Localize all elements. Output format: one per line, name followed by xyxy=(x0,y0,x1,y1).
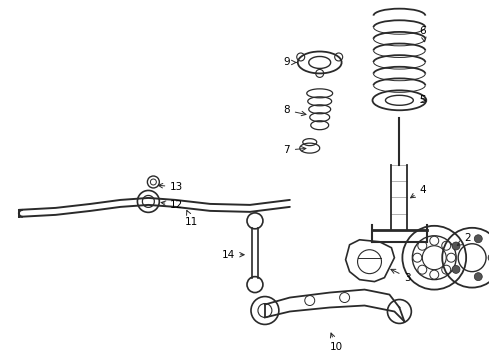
Circle shape xyxy=(452,265,460,273)
Text: 13: 13 xyxy=(158,182,184,192)
Circle shape xyxy=(430,236,439,245)
Text: 5: 5 xyxy=(419,95,426,105)
Circle shape xyxy=(488,254,490,262)
Circle shape xyxy=(442,265,451,274)
Text: 1: 1 xyxy=(0,359,1,360)
Text: 7: 7 xyxy=(283,145,306,155)
Circle shape xyxy=(442,241,451,250)
Text: 8: 8 xyxy=(283,105,306,116)
Text: 10: 10 xyxy=(330,333,343,352)
Text: 3: 3 xyxy=(391,269,411,283)
Text: 11: 11 xyxy=(185,211,198,227)
Text: 4: 4 xyxy=(411,185,426,198)
Circle shape xyxy=(418,241,427,250)
Circle shape xyxy=(430,270,439,279)
Circle shape xyxy=(418,265,427,274)
Circle shape xyxy=(474,273,482,281)
Text: 2: 2 xyxy=(457,233,471,246)
Circle shape xyxy=(452,242,460,250)
Text: 6: 6 xyxy=(419,26,426,42)
Circle shape xyxy=(447,253,456,262)
Text: 9: 9 xyxy=(283,58,296,67)
Circle shape xyxy=(413,253,422,262)
Circle shape xyxy=(474,235,482,243)
Text: 12: 12 xyxy=(161,200,184,210)
Text: 14: 14 xyxy=(222,250,244,260)
